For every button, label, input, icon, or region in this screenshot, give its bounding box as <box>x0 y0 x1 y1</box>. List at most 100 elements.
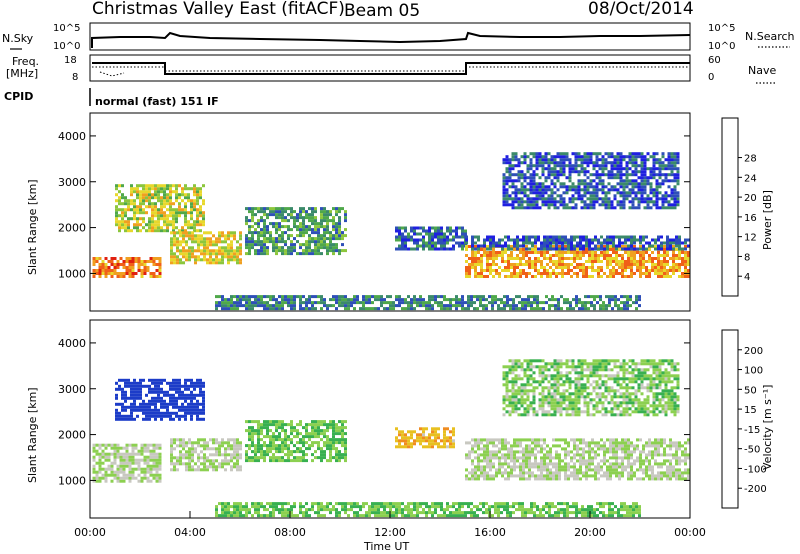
heatmap-cell <box>169 381 172 385</box>
heatmap-cell <box>492 260 495 263</box>
heatmap-cell <box>543 266 546 269</box>
heatmap-cell <box>607 182 611 186</box>
heatmap-cell <box>601 197 605 201</box>
heatmap-cell <box>172 220 175 224</box>
heatmap-cell <box>197 255 200 259</box>
heatmap-cell <box>637 197 641 201</box>
heatmap-cell <box>142 405 145 409</box>
heatmap-cell <box>176 459 179 463</box>
heatmap-cell <box>95 479 99 483</box>
heatmap-cell <box>630 263 633 266</box>
heatmap-cell <box>676 197 680 201</box>
heatmap-cell <box>263 295 266 299</box>
heatmap-cell <box>169 402 172 406</box>
heatmap-cell <box>413 247 416 251</box>
heatmap-cell <box>547 152 551 156</box>
heatmap-cell <box>571 200 575 204</box>
heatmap-cell <box>302 450 305 454</box>
heatmap-cell <box>115 208 118 212</box>
heatmap-cell <box>619 164 623 168</box>
heatmap-cell <box>528 257 531 260</box>
heatmap-cell <box>305 228 308 232</box>
heatmap-cell <box>230 447 233 451</box>
heatmap-cell <box>576 444 579 448</box>
heatmap-cell <box>187 199 190 203</box>
heatmap-cell <box>585 272 588 275</box>
heatmap-cell <box>614 301 617 305</box>
heatmap-cell <box>308 246 311 250</box>
heatmap-cell <box>422 244 425 248</box>
heatmap-cell <box>639 254 642 257</box>
heatmap-cell <box>302 231 305 235</box>
heatmap-cell <box>284 459 287 463</box>
heatmap-cell <box>575 301 578 305</box>
heatmap-cell <box>532 188 536 192</box>
heatmap-cell <box>230 468 233 472</box>
heatmap-cell <box>512 307 515 311</box>
heatmap-cell <box>498 266 501 269</box>
heatmap-cell <box>664 191 668 195</box>
heatmap-cell <box>320 301 323 305</box>
heatmap-cell <box>632 301 635 305</box>
heatmap-cell <box>607 173 611 177</box>
heatmap-cell <box>570 438 573 442</box>
heatmap-cell <box>212 462 215 466</box>
heatmap-cell <box>634 185 638 189</box>
heatmap-cell <box>160 381 163 385</box>
heatmap-cell <box>483 474 486 478</box>
heatmap-cell <box>401 298 404 302</box>
heatmap-cell <box>263 213 266 217</box>
heatmap-cell <box>471 247 474 251</box>
heatmap-cell <box>206 231 209 235</box>
heatmap-cell <box>511 155 515 159</box>
heatmap-cell <box>362 295 365 299</box>
heatmap-cell <box>486 459 489 463</box>
heatmap-cell <box>290 228 293 232</box>
heatmap-cell <box>517 191 521 195</box>
heatmap-cell <box>158 272 162 275</box>
heatmap-cell <box>661 182 665 186</box>
heatmap-cell <box>191 249 194 253</box>
heatmap-cell <box>655 167 659 171</box>
heatmap-cell <box>544 161 548 165</box>
heatmap-cell <box>299 456 302 460</box>
plot-title: Christmas Valley East (fitACF) <box>92 0 345 19</box>
heatmap-cell <box>199 390 202 394</box>
heatmap-cell <box>104 470 108 474</box>
heatmap-cell <box>489 462 492 466</box>
heatmap-cell <box>474 269 477 272</box>
heatmap-cell <box>341 304 344 308</box>
heatmap-cell <box>619 179 623 183</box>
heatmap-cell <box>404 235 407 239</box>
heatmap-cell <box>157 226 160 230</box>
heatmap-cell <box>151 414 154 418</box>
heatmap-cell <box>257 231 260 235</box>
heatmap-cell <box>504 462 507 466</box>
heatmap-cell <box>585 441 588 445</box>
heatmap-cell <box>528 456 531 460</box>
heatmap-cell <box>516 266 519 269</box>
heatmap-cell <box>199 187 202 191</box>
heatmap-cell <box>191 237 194 241</box>
heatmap-cell <box>95 476 99 480</box>
heatmap-cell <box>163 402 166 406</box>
heatmap-cell <box>151 211 154 215</box>
heatmap-cell <box>124 396 127 400</box>
heatmap-cell <box>188 462 191 466</box>
heatmap-cell <box>170 444 173 448</box>
heatmap-cell <box>565 185 569 189</box>
heatmap-cell <box>299 301 302 305</box>
heatmap-cell <box>655 158 659 162</box>
heatmap-cell <box>559 203 563 207</box>
heatmap-cell <box>332 420 335 424</box>
heatmap-cell <box>540 477 543 481</box>
heatmap-cell <box>492 238 495 242</box>
heatmap-cell <box>565 203 569 207</box>
heatmap-cell <box>633 245 636 248</box>
heatmap-cell <box>516 450 519 454</box>
heatmap-cell <box>193 405 196 409</box>
heatmap-cell <box>290 246 293 250</box>
heatmap-cell <box>320 246 323 250</box>
heatmap-cell <box>251 307 254 311</box>
heatmap-cell <box>125 464 129 468</box>
